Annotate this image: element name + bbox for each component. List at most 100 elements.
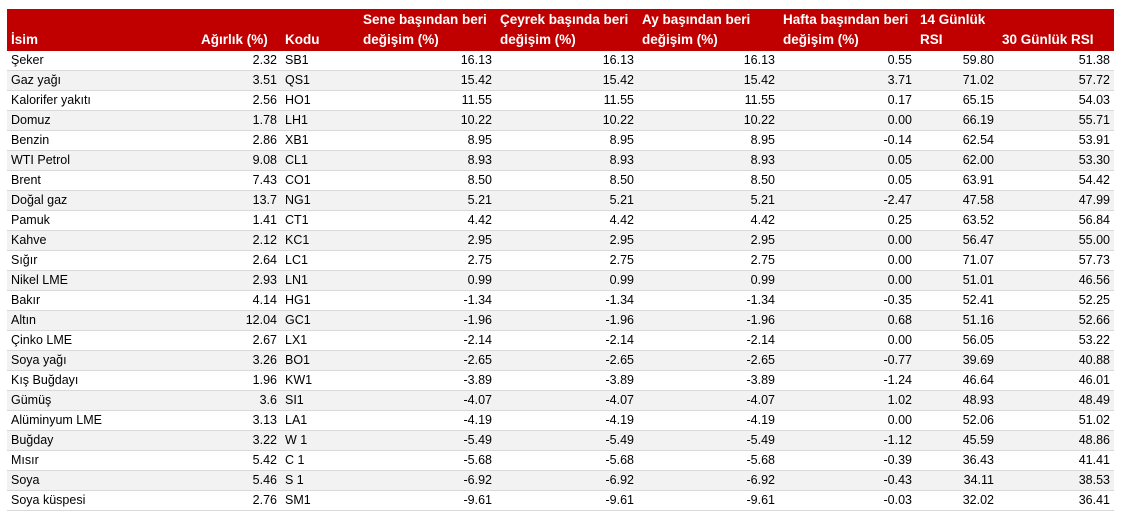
row-name: Mısır [7,450,197,471]
table-row: Nikel LME 2.93 LN1 0.99 0.99 0.99 0.00 51.01 46.… [7,270,1114,291]
row-rsi-14: 59.80 [916,51,998,71]
row-mtd-change: 2.95 [638,230,779,251]
row-wtd-change: 0.00 [779,270,916,291]
row-wtd-change: -2.47 [779,190,916,211]
row-weight: 13.7 [197,190,281,211]
row-weight: 2.56 [197,90,281,111]
row-ytd-change: 16.13 [359,51,496,71]
row-name: Buğday [7,430,197,451]
row-name: Brent [7,170,197,191]
row-name: Kış Buğdayı [7,370,197,391]
row-mtd-change: 0.99 [638,270,779,291]
row-rsi-14: 66.19 [916,110,998,131]
row-rsi-30: 41.41 [998,450,1114,471]
row-name: Şeker [7,51,197,71]
table-row: Brent 7.43 CO1 8.50 8.50 8.50 0.05 63.91 54.42 [7,170,1114,191]
table-row: Gümüş 3.6 SI1 -4.07 -4.07 -4.07 1.02 48.93 48.49 [7,390,1114,411]
table-row: Çinko LME 2.67 LX1 -2.14 -2.14 -2.14 0.00 56.05… [7,330,1114,351]
row-weight: 1.96 [197,370,281,391]
row-rsi-14: 34.11 [916,470,998,491]
row-mtd-change: -1.34 [638,290,779,311]
row-wtd-change: -1.24 [779,370,916,391]
row-name: Kalorifer yakıtı [7,90,197,111]
row-name: Kahve [7,230,197,251]
row-name: Doğal gaz [7,190,197,211]
row-qtd-change: 4.42 [496,210,638,231]
row-rsi-14: 51.01 [916,270,998,291]
row-code: HO1 [281,90,359,111]
row-weight: 2.86 [197,130,281,151]
row-rsi-30: 54.42 [998,170,1114,191]
row-ytd-change: 8.50 [359,170,496,191]
table-row: Sığır 2.64 LC1 2.75 2.75 2.75 0.00 71.07 57.73 [7,250,1114,271]
row-code: KC1 [281,230,359,251]
commodity-table-container: İsim Ağırlık (%) Kodu Sene başından beri… [7,9,1114,511]
row-rsi-30: 54.03 [998,90,1114,111]
row-mtd-change: 15.42 [638,70,779,91]
row-ytd-change: -5.68 [359,450,496,471]
row-mtd-change: -4.07 [638,390,779,411]
row-weight: 4.14 [197,290,281,311]
row-mtd-change: 8.93 [638,150,779,171]
row-code: SI1 [281,390,359,411]
row-mtd-change: -2.14 [638,330,779,351]
row-code: LX1 [281,330,359,351]
row-rsi-14: 71.02 [916,70,998,91]
row-rsi-14: 71.07 [916,250,998,271]
row-qtd-change: 8.95 [496,130,638,151]
table-body: Şeker 2.32 SB1 16.13 16.13 16.13 0.55 59.80 51.3… [7,51,1114,511]
row-code: HG1 [281,290,359,311]
row-rsi-30: 46.56 [998,270,1114,291]
row-wtd-change: 0.00 [779,330,916,351]
row-name: Çinko LME [7,330,197,351]
row-weight: 1.78 [197,110,281,131]
row-weight: 5.42 [197,450,281,471]
row-rsi-30: 53.22 [998,330,1114,351]
row-wtd-change: 0.00 [779,110,916,131]
commodity-table: İsim Ağırlık (%) Kodu Sene başından beri… [7,9,1114,511]
row-wtd-change: -0.03 [779,490,916,511]
table-row: Kalorifer yakıtı 2.56 HO1 11.55 11.55 11.55 0.… [7,90,1114,111]
row-rsi-14: 39.69 [916,350,998,371]
row-qtd-change: -4.19 [496,410,638,431]
row-code: W 1 [281,430,359,451]
table-row: Kış Buğdayı 1.96 KW1 -3.89 -3.89 -3.89 -1.24 46… [7,370,1114,391]
row-weight: 3.26 [197,350,281,371]
row-wtd-change: -0.39 [779,450,916,471]
row-mtd-change: 2.75 [638,250,779,271]
row-qtd-change: 0.99 [496,270,638,291]
row-mtd-change: 8.50 [638,170,779,191]
header-row: İsim Ağırlık (%) Kodu Sene başından beri… [7,9,1114,51]
row-code: S 1 [281,470,359,491]
row-weight: 2.12 [197,230,281,251]
row-qtd-change: -1.96 [496,310,638,331]
table-row: Benzin 2.86 XB1 8.95 8.95 8.95 -0.14 62.54 53.91 [7,130,1114,151]
row-ytd-change: 8.93 [359,150,496,171]
row-ytd-change: -4.19 [359,410,496,431]
row-rsi-14: 48.93 [916,390,998,411]
row-code: KW1 [281,370,359,391]
row-wtd-change: 0.05 [779,150,916,171]
table-row: Domuz 1.78 LH1 10.22 10.22 10.22 0.00 66.19 55.7… [7,110,1114,131]
row-qtd-change: -4.07 [496,390,638,411]
row-name: Sığır [7,250,197,271]
row-ytd-change: -2.14 [359,330,496,351]
row-mtd-change: 11.55 [638,90,779,111]
header-rsi-30: 30 Günlük RSI [998,9,1114,51]
row-mtd-change: 10.22 [638,110,779,131]
row-rsi-30: 55.71 [998,110,1114,131]
row-weight: 2.64 [197,250,281,271]
row-code: GC1 [281,310,359,331]
row-rsi-30: 57.72 [998,70,1114,91]
row-qtd-change: 2.75 [496,250,638,271]
row-mtd-change: -2.65 [638,350,779,371]
table-row: Altın 12.04 GC1 -1.96 -1.96 -1.96 0.68 51.16 52.… [7,310,1114,331]
row-rsi-30: 52.66 [998,310,1114,331]
header-mtd-change: Ay başından beri değişim (%) [638,9,779,51]
row-ytd-change: 15.42 [359,70,496,91]
row-qtd-change: -3.89 [496,370,638,391]
row-wtd-change: -0.35 [779,290,916,311]
row-weight: 5.46 [197,470,281,491]
row-qtd-change: 2.95 [496,230,638,251]
row-code: CO1 [281,170,359,191]
